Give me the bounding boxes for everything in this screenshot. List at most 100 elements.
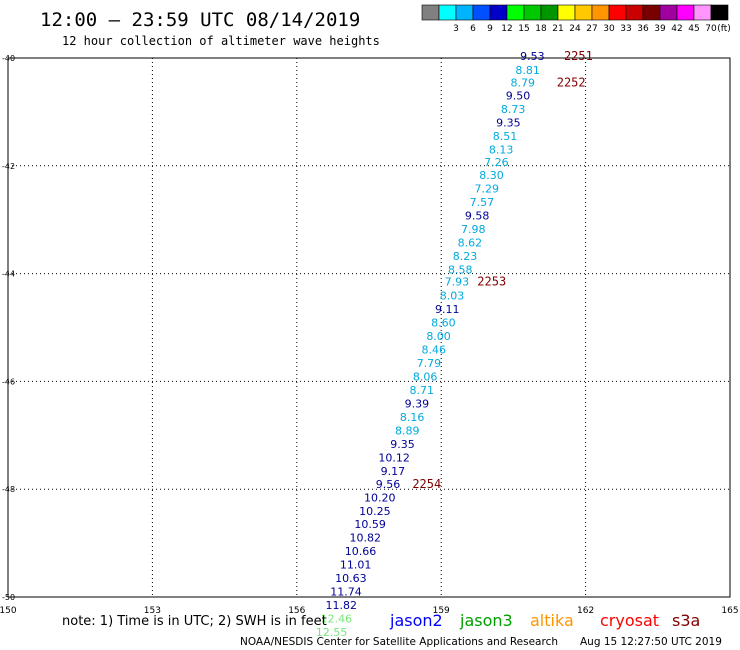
y-tick-label: -48	[2, 485, 15, 494]
x-tick-label: 159	[433, 606, 450, 616]
wave-height-label: 7.29	[474, 182, 499, 195]
y-tick-label: -40	[2, 54, 15, 63]
wave-height-label: 11.01	[340, 559, 372, 572]
wave-height-label: 8.51	[493, 130, 518, 143]
footer-timestamp: Aug 15 12:27:50 UTC 2019	[580, 636, 722, 648]
color-scale-label: 45	[688, 24, 699, 34]
x-tick-labels: 150 153 156 159 162 165	[0, 606, 739, 616]
data-points: 9.538.818.799.508.739.358.518.137.268.30…	[316, 50, 545, 639]
wave-height-label: 8.60	[431, 317, 456, 330]
wave-height-label: 8.73	[501, 103, 526, 116]
wave-height-label: 10.25	[359, 505, 391, 518]
color-swatch	[676, 4, 695, 21]
color-swatch	[455, 4, 474, 21]
wave-height-label: 11.74	[330, 586, 362, 599]
y-tick-label: -42	[2, 162, 15, 171]
wave-height-label: 7.98	[461, 223, 486, 236]
wave-height-label: 9.35	[390, 438, 415, 451]
color-swatch	[489, 4, 508, 21]
wave-height-label: 7.93	[445, 276, 470, 289]
satellite-s3a: s3a	[672, 611, 700, 630]
wave-height-label: 8.81	[515, 64, 540, 77]
wave-height-label: 9.17	[381, 465, 406, 478]
y-tick-label: -50	[2, 593, 15, 602]
grid-lines	[8, 58, 730, 597]
color-scale-label: 39	[654, 24, 666, 34]
y-tick-label: -44	[2, 270, 15, 279]
satellite-jason3: jason3	[459, 611, 513, 630]
wave-height-label: 8.00	[426, 330, 451, 343]
color-scale-label: 18	[535, 24, 547, 34]
color-scale-label: 36	[637, 24, 649, 34]
wave-height-label: 10.66	[345, 545, 377, 558]
color-swatch	[659, 4, 678, 21]
color-swatch	[472, 4, 491, 21]
wave-height-label: 7.26	[484, 156, 509, 169]
plot-area: 150 153 156 159 162 165 -40 -42 -44 -46 -48 -50 9.…	[0, 49, 739, 639]
satellite-jason2: jason2	[389, 611, 443, 630]
color-scale-label: 33	[620, 24, 631, 34]
wave-height-label: 9.39	[405, 397, 430, 410]
color-swatch	[625, 4, 644, 21]
wave-height-label: 8.23	[453, 250, 478, 263]
color-swatch	[421, 4, 440, 21]
color-scale-label: 6	[470, 24, 476, 34]
color-scale-unit: (ft)	[717, 24, 731, 34]
time-annotation: 2251	[564, 49, 593, 63]
color-legend: 3 6 9 12 15 18 21 24 27 30 33 36 39 42 45 70 (ft)	[421, 4, 731, 34]
wave-height-label: 8.06	[413, 371, 438, 384]
time-annotations: 2251 2252 2253 2254	[412, 49, 593, 491]
color-scale-label: 70	[705, 24, 717, 34]
wave-height-label: 8.71	[409, 384, 434, 397]
color-scale-label: 15	[518, 24, 529, 34]
chart-title: 12:00 – 23:59 UTC 08/14/2019	[40, 9, 360, 31]
wave-height-label: 8.03	[440, 290, 465, 303]
satellite-legend: jason2 jason3 altika cryosat s3a	[389, 611, 700, 630]
wave-height-label: 8.58	[448, 263, 473, 276]
wave-height-label: 8.79	[511, 76, 536, 89]
wave-height-label: 8.46	[422, 344, 447, 357]
wave-height-label: 8.30	[479, 169, 504, 182]
color-swatch	[574, 4, 593, 21]
wave-height-label: 10.59	[354, 518, 386, 531]
wave-height-label: 9.56	[376, 478, 401, 491]
wave-height-label: 10.63	[335, 572, 367, 585]
x-tick-label: 153	[144, 606, 161, 616]
x-tick-label: 162	[577, 606, 594, 616]
color-swatch	[693, 4, 712, 21]
x-tick-label: 156	[288, 606, 305, 616]
wave-height-label: 9.11	[435, 303, 460, 316]
color-scale-label: 27	[586, 24, 597, 34]
color-swatch	[523, 4, 542, 21]
color-scale-label: 3	[453, 24, 459, 34]
wave-height-label: 8.62	[458, 236, 483, 249]
color-swatch	[540, 4, 559, 21]
x-tick-label: 165	[721, 606, 738, 616]
time-annotation: 2253	[477, 275, 506, 289]
wave-height-label: 11.82	[325, 599, 357, 612]
satellite-altika: altika	[530, 611, 574, 630]
color-scale-label: 9	[487, 24, 493, 34]
y-tick-label: -46	[2, 377, 15, 386]
wave-height-label: 12.46	[321, 613, 353, 626]
chart-subtitle: 12 hour collection of altimeter wave hei…	[62, 34, 380, 48]
color-scale-label: 30	[603, 24, 615, 34]
wave-height-label: 9.53	[520, 50, 545, 63]
satellite-cryosat: cryosat	[600, 611, 659, 630]
wave-height-label: 10.82	[350, 532, 382, 545]
wave-height-label: 12.55	[316, 626, 348, 639]
color-swatch	[642, 4, 661, 21]
wave-height-label: 7.79	[417, 357, 442, 370]
wave-height-label: 9.58	[465, 209, 490, 222]
wave-height-label: 10.12	[378, 451, 410, 464]
wave-height-label: 7.57	[470, 196, 495, 209]
wave-height-label: 8.13	[489, 144, 514, 157]
wave-height-label: 8.89	[395, 424, 420, 437]
color-swatch	[591, 4, 610, 21]
color-swatch	[506, 4, 525, 21]
time-annotation: 2252	[557, 75, 586, 89]
color-scale-label: 42	[671, 24, 682, 34]
color-swatch	[710, 4, 729, 21]
